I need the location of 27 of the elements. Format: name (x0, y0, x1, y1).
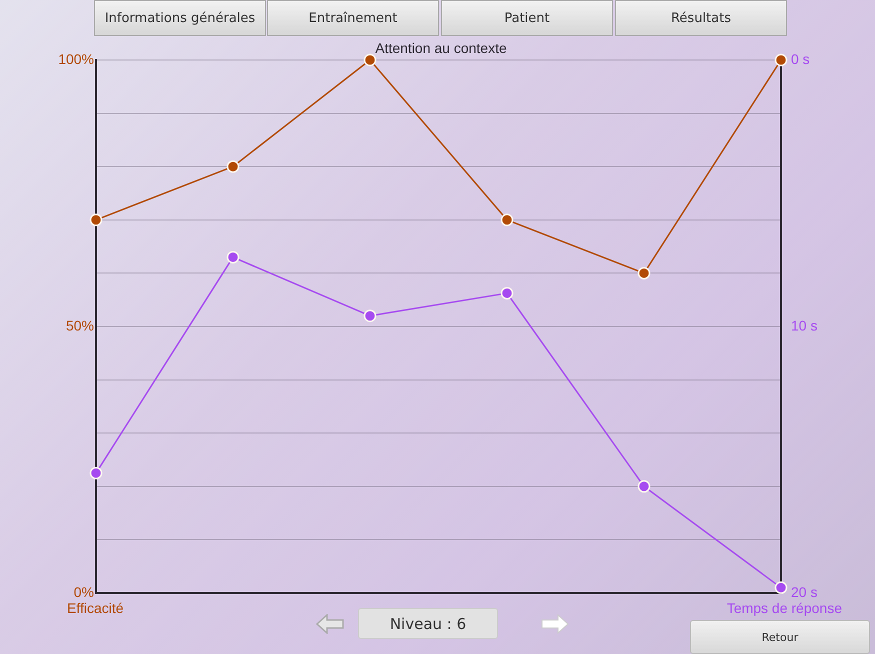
point (90, 214, 102, 226)
point (226, 160, 240, 173)
text: Informations générales (94, 0, 266, 36)
y2-tick-label: 0 s (791, 50, 810, 67)
point (774, 54, 788, 66)
point (638, 480, 650, 493)
y-tick-label: 0% (74, 584, 94, 600)
y-tick-label: 50% (66, 317, 94, 334)
point (638, 266, 650, 280)
chart-title: Attention au contexte (375, 40, 507, 56)
text: Entraînement (267, 0, 439, 36)
point (500, 214, 514, 226)
point (226, 250, 240, 264)
y-tick-label: 100% (58, 50, 94, 67)
text: Patient (441, 0, 613, 36)
text: Niveau : 6 (358, 608, 498, 639)
y-axis-title: Efficacité (67, 600, 124, 616)
point (774, 581, 788, 594)
y2-axis-title: Temps de réponse (726, 600, 842, 616)
point (90, 466, 102, 480)
point (364, 310, 376, 322)
y2-tick-label: 10 s (791, 317, 818, 334)
point (364, 54, 376, 66)
text: Résultats (615, 0, 787, 36)
text: Retour (690, 620, 870, 654)
point (500, 286, 514, 300)
y2-tick-label: 20 s (791, 584, 818, 600)
